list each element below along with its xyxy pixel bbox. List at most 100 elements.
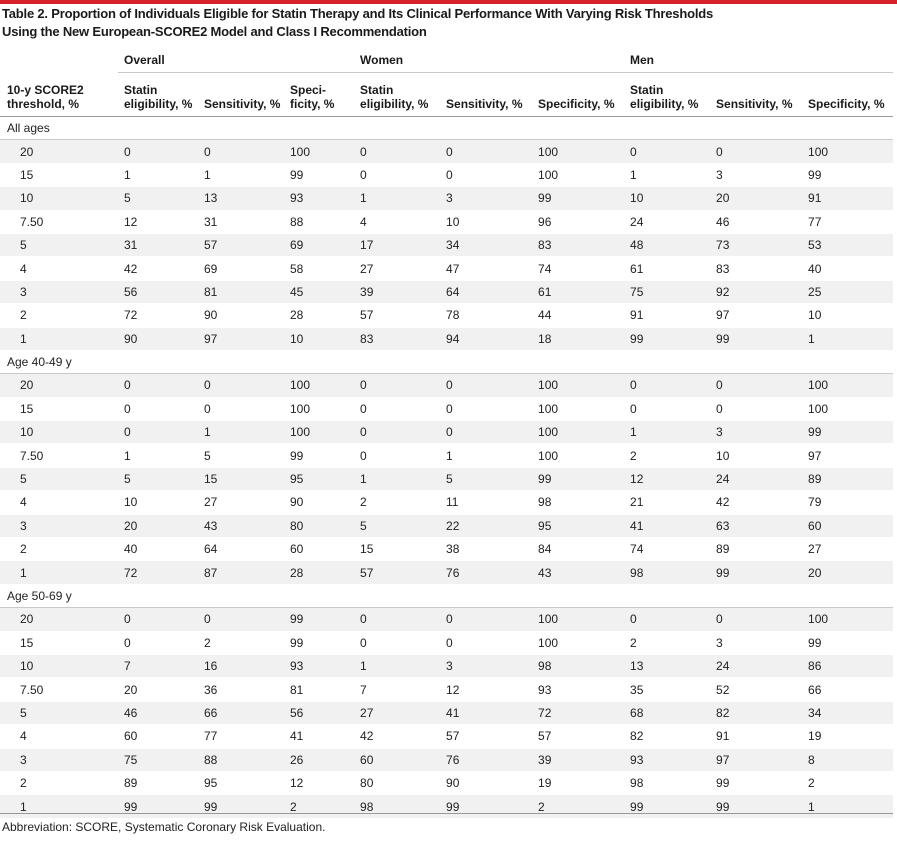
cell-overall-sensitivity: 0 [198,139,284,164]
cell-women-sensitivity: 78 [440,303,533,328]
table-row: 3 75 88 26 60 76 39 93 97 8 [0,748,894,772]
table-row: 15 0 2 99 0 0 100 2 3 99 [0,631,894,655]
cell-women-eligibility: 39 [354,280,441,305]
cell-overall-eligibility: 72 [118,303,198,328]
cell-overall-specificity: 58 [284,256,355,281]
table-title-line-1: Table 2. Proportion of Individuals Eligi… [2,6,713,21]
cell-men-specificity: 53 [802,233,894,258]
cell-threshold: 1 [0,560,118,585]
cell-threshold: 15 [0,631,118,655]
cell-overall-eligibility: 1 [118,443,198,468]
cell-men-sensitivity: 0 [710,139,803,164]
cell-men-sensitivity: 97 [710,303,803,328]
cell-men-sensitivity: 20 [710,186,803,211]
table-row: 4 10 27 90 2 11 98 21 42 79 [0,490,894,515]
cell-overall-specificity: 100 [284,397,355,422]
cell-women-specificity: 74 [532,256,625,281]
cell-threshold: 5 [0,233,118,258]
cell-women-specificity: 98 [532,490,625,515]
cell-overall-sensitivity: 1 [198,420,284,445]
table-row: 3 20 43 80 5 22 95 41 63 60 [0,514,894,539]
cell-men-sensitivity: 3 [710,163,803,188]
cell-threshold: 10 [0,186,118,211]
table-row: 1 90 97 10 83 94 18 99 99 1 [0,327,894,351]
cell-threshold: 20 [0,607,118,632]
cell-women-eligibility: 15 [354,537,441,562]
cell-threshold: 4 [0,724,118,749]
table-row: 5 5 15 95 1 5 99 12 24 89 [0,467,894,492]
column-header-row: 10-y SCORE2 threshold, % Statin eligibil… [0,72,894,117]
cell-overall-eligibility: 40 [118,537,198,562]
cell-overall-specificity: 10 [284,327,355,351]
table-row: 2 40 64 60 15 38 84 74 89 27 [0,537,894,562]
cell-men-eligibility: 21 [624,490,711,515]
cell-women-sensitivity: 38 [440,537,533,562]
cell-women-specificity: 57 [532,724,625,749]
cell-men-sensitivity: 52 [710,677,803,702]
cell-men-eligibility: 75 [624,280,711,305]
cell-men-specificity: 89 [802,467,894,492]
cell-women-sensitivity: 64 [440,280,533,305]
table-row: 1 72 87 28 57 76 43 98 99 20 [0,560,894,585]
cell-women-specificity: 43 [532,560,625,585]
cell-women-specificity: 61 [532,280,625,305]
cell-men-eligibility: 35 [624,677,711,702]
cell-men-eligibility: 1 [624,420,711,445]
cell-men-sensitivity: 0 [710,397,803,422]
cell-threshold: 20 [0,373,118,398]
cell-men-sensitivity: 99 [710,560,803,585]
cell-women-specificity: 99 [532,467,625,492]
cell-men-eligibility: 74 [624,537,711,562]
table-row: 15 1 1 99 0 0 100 1 3 99 [0,163,894,188]
cell-women-specificity: 96 [532,210,625,234]
cell-women-specificity: 100 [532,443,625,468]
cell-men-specificity: 99 [802,631,894,655]
column-header-overall-sensitivity: Sensitivity, % [198,72,284,117]
cell-overall-eligibility: 20 [118,514,198,539]
cell-men-specificity: 20 [802,560,894,585]
cell-men-eligibility: 0 [624,373,711,398]
data-table: Overall Women Men 10-y SCORE2 threshold,… [0,45,894,819]
cell-men-sensitivity: 3 [710,420,803,445]
cell-overall-sensitivity: 16 [198,654,284,679]
cell-women-eligibility: 98 [354,794,441,819]
cell-overall-eligibility: 0 [118,373,198,398]
cell-men-specificity: 91 [802,186,894,211]
cell-men-specificity: 27 [802,537,894,562]
cell-overall-sensitivity: 81 [198,280,284,305]
cell-women-sensitivity: 0 [440,139,533,164]
group-header-empty [0,45,118,73]
cell-men-sensitivity: 99 [710,794,803,819]
cell-men-specificity: 1 [802,327,894,351]
cell-threshold: 7.50 [0,210,118,234]
cell-overall-sensitivity: 31 [198,210,284,234]
cell-men-eligibility: 91 [624,303,711,328]
cell-overall-specificity: 28 [284,303,355,328]
cell-women-specificity: 19 [532,771,625,796]
cell-overall-specificity: 90 [284,490,355,515]
cell-women-eligibility: 1 [354,467,441,492]
cell-overall-eligibility: 0 [118,420,198,445]
cell-threshold: 3 [0,280,118,305]
cell-overall-eligibility: 46 [118,701,198,726]
cell-women-specificity: 98 [532,654,625,679]
cell-women-eligibility: 0 [354,443,441,468]
table-header: Overall Women Men 10-y SCORE2 threshold,… [0,45,894,117]
cell-overall-eligibility: 75 [118,748,198,772]
cell-overall-eligibility: 20 [118,677,198,702]
cell-men-eligibility: 2 [624,443,711,468]
cell-men-sensitivity: 92 [710,280,803,305]
cell-overall-specificity: 80 [284,514,355,539]
cell-women-sensitivity: 3 [440,186,533,211]
cell-men-eligibility: 41 [624,514,711,539]
table-row: 2 89 95 12 80 90 19 98 99 2 [0,771,894,796]
cell-men-sensitivity: 99 [710,771,803,796]
column-header-line-2: eligibility, % [630,97,699,111]
cell-men-sensitivity: 82 [710,701,803,726]
cell-men-sensitivity: 97 [710,748,803,772]
table-row: 4 42 69 58 27 47 74 61 83 40 [0,256,894,281]
cell-women-eligibility: 57 [354,303,441,328]
cell-overall-eligibility: 1 [118,163,198,188]
column-header-men-specificity: Specificity, % [802,72,894,117]
cell-overall-specificity: 99 [284,443,355,468]
